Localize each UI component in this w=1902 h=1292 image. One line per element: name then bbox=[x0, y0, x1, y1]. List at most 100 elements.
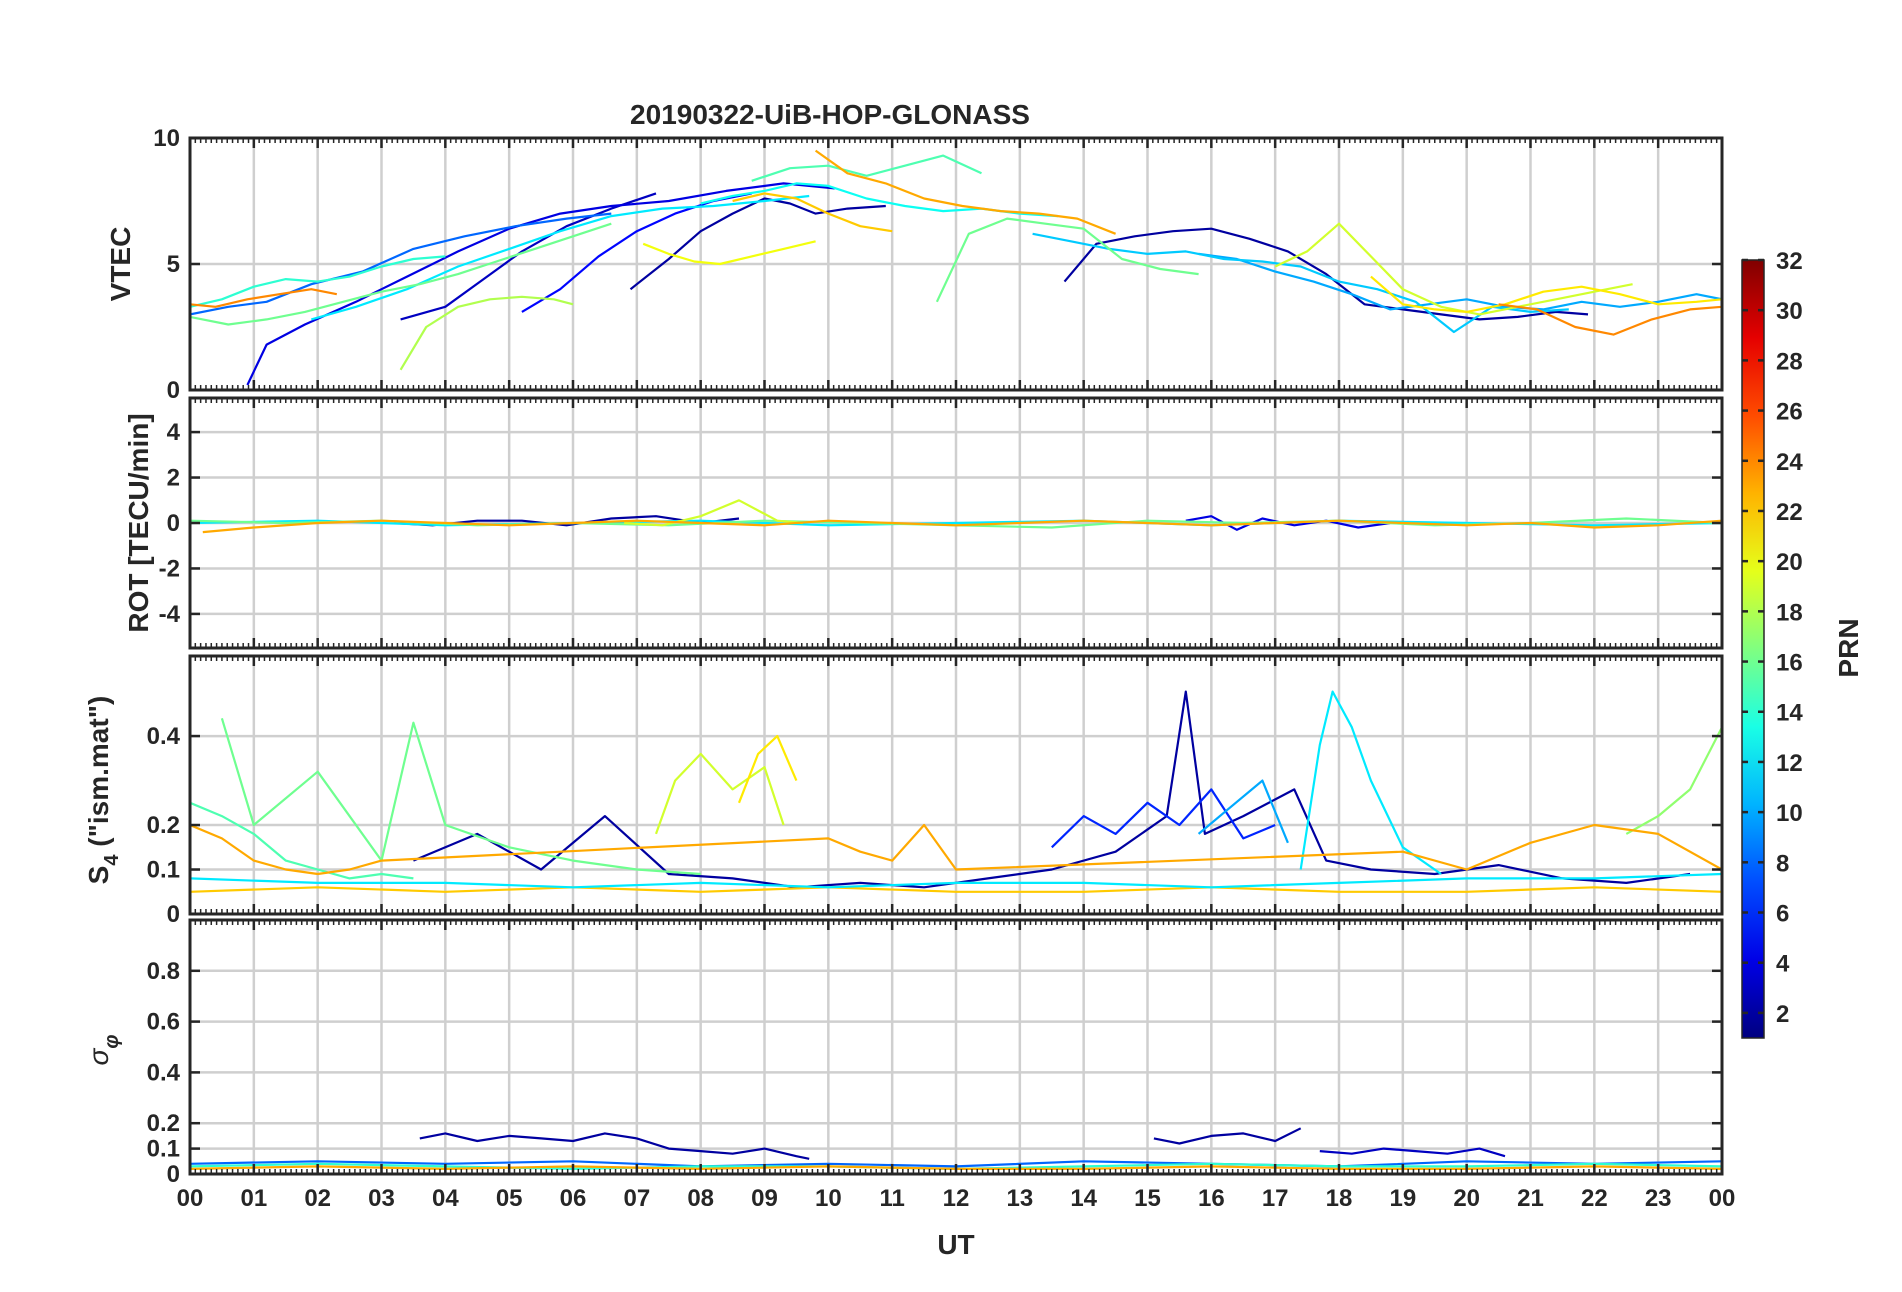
y-label-subscript: φ bbox=[101, 1035, 123, 1049]
colorbar-tick-label: 18 bbox=[1776, 599, 1803, 626]
colorbar-tick-label: 14 bbox=[1776, 700, 1803, 727]
x-tick-label: 01 bbox=[240, 1185, 267, 1212]
series-prn-19 bbox=[654, 752, 785, 835]
series-prn-6 bbox=[1051, 788, 1276, 849]
series-prn-21 bbox=[1370, 275, 1722, 313]
series-prn-17 bbox=[1625, 726, 1722, 835]
series-prn-20 bbox=[642, 240, 816, 266]
series-prn-10 bbox=[1198, 252, 1722, 311]
series-prn-16 bbox=[190, 222, 612, 326]
series-prn-22 bbox=[732, 192, 893, 233]
colorbar-tick-label: 28 bbox=[1776, 348, 1803, 375]
plot-frame bbox=[188, 654, 1724, 916]
colorbar-tick-label: 20 bbox=[1776, 549, 1803, 576]
series-prn-2 bbox=[1063, 227, 1589, 321]
series-prn-2 bbox=[412, 690, 1691, 889]
y-tick-label: -4 bbox=[159, 601, 181, 628]
series-prn-18 bbox=[399, 295, 574, 371]
x-tick-label: 20 bbox=[1453, 1185, 1480, 1212]
x-tick-label: 14 bbox=[1070, 1185, 1097, 1212]
y-tick-label: 0 bbox=[167, 377, 180, 404]
x-tick-label: 08 bbox=[687, 1185, 714, 1212]
series-group bbox=[190, 690, 1722, 893]
colorbar-tick-label: 12 bbox=[1776, 750, 1803, 777]
y-tick-label: 10 bbox=[153, 125, 180, 152]
y-label-main: σ bbox=[83, 1047, 114, 1065]
x-tick-label: 21 bbox=[1517, 1185, 1544, 1212]
y-tick-label: 4 bbox=[167, 419, 181, 446]
colorbar-tick-label: 6 bbox=[1776, 901, 1789, 928]
colorbar-tick-label: 10 bbox=[1776, 800, 1803, 827]
colorbar-tick-label: 4 bbox=[1776, 951, 1790, 978]
x-tick-label: 09 bbox=[751, 1185, 778, 1212]
x-tick-label: 13 bbox=[1006, 1185, 1033, 1212]
colorbar-gradient bbox=[1741, 259, 1765, 1039]
x-tick-label: 10 bbox=[815, 1185, 842, 1212]
series-prn-12 bbox=[190, 519, 1722, 527]
series-prn-2 bbox=[629, 197, 886, 291]
panel-vtec: 0 5 10 VTEC bbox=[105, 125, 1724, 404]
plot-frame bbox=[188, 136, 1724, 392]
series-prn-16 bbox=[220, 717, 701, 876]
y-tick-label: 5 bbox=[167, 251, 180, 278]
series-prn-4 bbox=[246, 182, 835, 386]
series-prn-23 bbox=[202, 519, 1722, 534]
y-axis-label-sigma_phi: σφ bbox=[83, 1035, 123, 1066]
x-tick-label: 23 bbox=[1645, 1185, 1672, 1212]
x-tick-label: 03 bbox=[368, 1185, 395, 1212]
x-tick-label: 16 bbox=[1198, 1185, 1225, 1212]
colorbar-tick-label: 32 bbox=[1776, 248, 1803, 275]
series-prn-15 bbox=[190, 801, 414, 880]
series-prn-23 bbox=[814, 149, 1117, 235]
y-tick-label: 0.4 bbox=[147, 723, 181, 750]
colorbar-tick-label: 24 bbox=[1776, 449, 1803, 476]
series-prn-2 bbox=[1153, 1127, 1302, 1145]
series-prn-14 bbox=[190, 255, 446, 308]
chart-title: 20190322-UiB-HOP-GLONASS bbox=[630, 99, 1030, 130]
colorbar-tick-label: 26 bbox=[1776, 399, 1803, 426]
y-tick-label: 0.8 bbox=[147, 958, 180, 985]
colorbar-tick-label: 30 bbox=[1776, 298, 1803, 325]
y-axis-label-vtec: VTEC bbox=[105, 227, 136, 302]
x-tick-label: 22 bbox=[1581, 1185, 1608, 1212]
plot-frame bbox=[188, 396, 1724, 650]
series-prn-19 bbox=[1274, 222, 1633, 316]
series-prn-10 bbox=[1197, 779, 1289, 844]
series-group bbox=[190, 499, 1722, 534]
x-tick-label: 02 bbox=[304, 1185, 331, 1212]
grid bbox=[190, 920, 1722, 1174]
x-tick-label: 19 bbox=[1389, 1185, 1416, 1212]
colorbar-tick-label: 16 bbox=[1776, 650, 1803, 677]
x-axis-ticks: 00 01 02 03 04 05 06 07 08 09 10 11 12 13 14 15 16 17 18 19… bbox=[177, 1185, 1736, 1212]
y-tick-label: 2 bbox=[167, 465, 180, 492]
series-prn-21 bbox=[737, 734, 798, 804]
x-tick-label: 07 bbox=[623, 1185, 650, 1212]
x-tick-label: 00 bbox=[1709, 1185, 1736, 1212]
panel-sigma_phi: 00.10.2 0.4 0.6 0.8 σφ bbox=[83, 918, 1724, 1188]
series-group bbox=[190, 149, 1722, 386]
y-tick-label: 0.1 bbox=[147, 857, 180, 884]
series-prn-16 bbox=[935, 217, 1199, 303]
y-tick-label: 0 bbox=[167, 901, 180, 928]
series-prn-23 bbox=[190, 823, 1722, 876]
y-tick-label: 0 bbox=[167, 1161, 180, 1188]
x-tick-label: 15 bbox=[1134, 1185, 1161, 1212]
y-tick-label: 0.1 bbox=[147, 1136, 180, 1163]
x-tick-label: 11 bbox=[879, 1185, 904, 1212]
y-axis: -4 -2 0 2 4 bbox=[159, 419, 1722, 628]
series-prn-15 bbox=[751, 154, 982, 182]
y-label-rest: ("ism.mat") bbox=[83, 696, 114, 855]
y-tick-label: 0 bbox=[167, 510, 180, 537]
colorbar-tick-label: 8 bbox=[1776, 850, 1789, 877]
plot-frame bbox=[188, 918, 1724, 1176]
colorbar-label: PRN bbox=[1833, 618, 1864, 677]
series-prn-12 bbox=[1299, 690, 1442, 875]
series-prn-12 bbox=[311, 194, 810, 321]
x-tick-label: 06 bbox=[560, 1185, 587, 1212]
colorbar-tick-label: 22 bbox=[1776, 499, 1803, 526]
grid bbox=[190, 138, 1722, 390]
y-axis-label-rot: ROT [TECU/min] bbox=[123, 413, 154, 632]
y-tick-label: 0.2 bbox=[147, 812, 180, 839]
